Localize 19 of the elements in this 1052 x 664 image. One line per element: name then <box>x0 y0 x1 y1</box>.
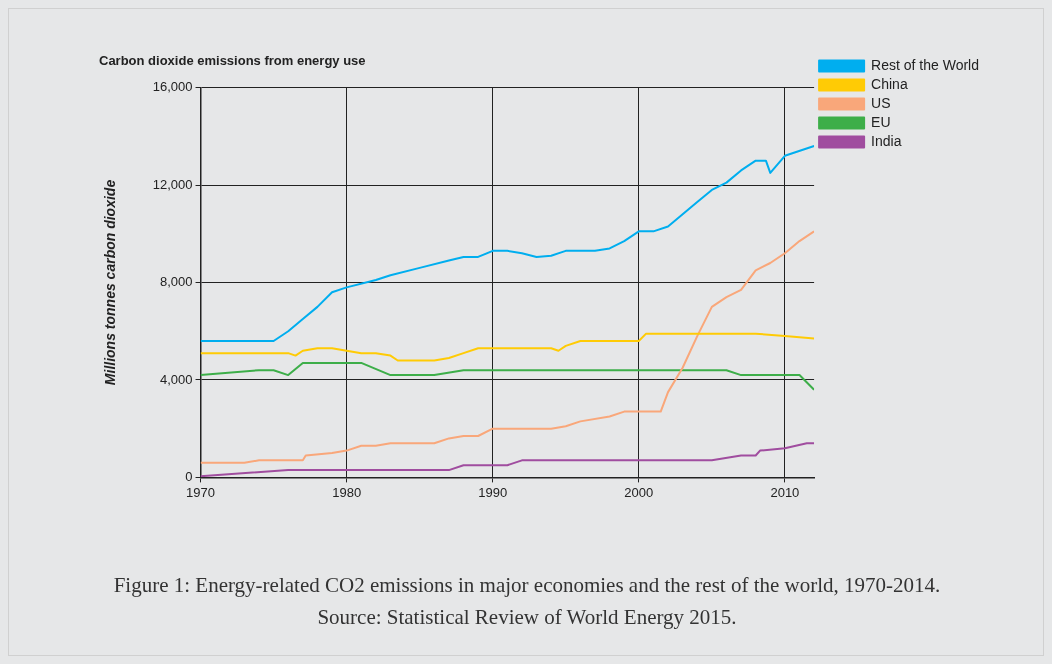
chart-title: Carbon dioxide emissions from energy use <box>99 53 366 69</box>
caption: Figure 1: Energy-related CO2 emissions in major economies and the rest of the world, 1970-2014. <box>112 572 942 599</box>
legend-label: EU <box>871 113 891 130</box>
y-tick-label: 16,000 <box>152 79 193 95</box>
x-tick-label: 1990 <box>478 484 508 500</box>
y-axis-title: Millions tonnes carbon dioxide <box>102 179 119 386</box>
y-tick-label: 12,000 <box>152 176 193 192</box>
y-tick-label: 0 <box>185 468 193 484</box>
x-tick-label: 2000 <box>624 484 654 500</box>
x-tick-label: 1970 <box>186 484 216 500</box>
y-tick-label: 4,000 <box>160 371 193 387</box>
source-note: Source: Statistical Review of World Energy 2015. <box>316 604 738 631</box>
legend-label: China <box>871 75 908 92</box>
x-tick-label: 2010 <box>770 484 800 500</box>
legend-label: Rest of the World <box>871 56 980 73</box>
legend-label: US <box>871 94 891 111</box>
legend-label: India <box>871 132 902 149</box>
y-tick-label: 8,000 <box>160 274 193 290</box>
x-tick-label: 1980 <box>332 484 362 500</box>
